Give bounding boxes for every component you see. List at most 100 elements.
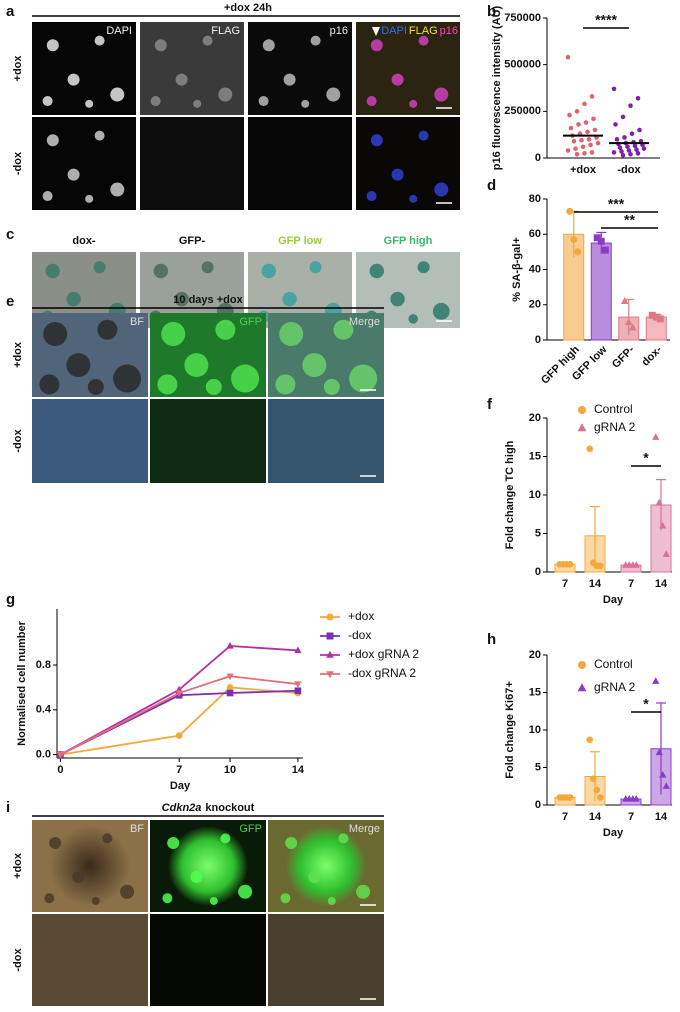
cell [417,261,430,274]
channel-label: GFP [239,823,262,835]
cell [120,884,135,899]
micrograph [268,399,384,483]
x-tick-label: 7 [176,764,182,776]
data-point [574,248,582,256]
cell [391,168,404,181]
cell [94,130,105,141]
cell [390,291,405,307]
cell [327,896,336,905]
panel-letter: f [487,396,493,413]
data-point [628,151,633,157]
cell [338,833,349,844]
data-point [576,122,581,127]
x-tick-label: 7 [562,578,568,590]
cell [282,291,297,307]
data-point [591,116,596,122]
cell [409,99,418,108]
data-point [566,794,574,801]
data-point [617,145,623,151]
data-point [596,794,604,801]
panel-letter: d [487,177,496,194]
y-axis-label: Fold change TC high [504,440,516,549]
channel-label: BF [130,823,144,835]
data-point [226,684,234,691]
x-tick-label: 14 [589,811,602,823]
cell [418,35,429,46]
cell [44,893,55,904]
data-point [586,445,594,453]
data-point [652,313,660,321]
data-point [655,498,663,506]
cell [67,73,80,86]
y-tick-label: 0 [535,566,541,578]
legend-marker [326,632,334,640]
data-point [611,86,617,92]
series-line [60,686,298,756]
series-line [59,689,298,756]
panel-letter: g [6,591,15,608]
legend-marker [577,423,587,432]
y-tick-label: 40 [529,263,541,275]
cell [72,871,85,884]
cell [93,261,106,274]
data-point [175,690,183,697]
channel-label: GFP [239,316,262,328]
data-point [635,151,641,156]
cell [370,39,383,52]
cell [102,833,113,844]
channel-label: Merge [349,823,380,835]
panel-letter: e [6,293,14,310]
data-point [582,101,587,107]
row-label: -dox [12,429,24,453]
cell [215,319,236,340]
data-point [635,95,641,101]
y-tick-label: 0 [535,799,541,811]
cell [258,96,269,107]
legend-label: -dox [348,628,371,642]
legend-marker [326,650,334,658]
cell [409,194,418,203]
x-tick-label: 14 [655,811,668,823]
significance-label: *** [608,196,625,212]
data-point [585,129,590,135]
panel-title: Cdkn2a knockout [162,802,255,814]
data-point [588,142,593,148]
row-label: +dox [12,341,24,368]
row-label: +dox [12,852,24,879]
data-point [625,144,630,150]
cell [262,39,275,52]
micrograph [32,399,148,483]
data-point [632,561,640,568]
x-tick-label: 14 [655,578,668,590]
panel-title: 10 days +dox [173,294,243,306]
data-point [632,795,640,802]
data-point [593,234,601,242]
cell [42,191,53,202]
y-axis-label: Normalised cell number [16,620,28,745]
cell [110,182,125,197]
cell [113,364,142,393]
title-text: knockout [205,802,254,814]
colony [286,826,366,906]
legend-label: -dox gRNA 2 [348,666,416,680]
data-point [637,127,642,133]
data-point [574,151,580,157]
data-point [656,315,664,323]
merge-channel: FLAG [409,25,438,37]
y-tick-label: 15 [529,450,541,462]
y-tick-label: 5 [535,527,541,539]
cell [49,837,62,849]
column-header: GFP low [278,235,322,247]
cell [434,87,449,102]
cell [366,96,377,107]
series-line [59,675,299,756]
cell [39,374,60,395]
data-point [634,147,639,152]
panel-letter: b [487,3,496,20]
data-point [567,112,572,118]
data-point [632,143,638,149]
column-header: dox- [72,235,96,247]
x-tick-label: 7 [628,811,634,823]
cell [285,837,298,849]
